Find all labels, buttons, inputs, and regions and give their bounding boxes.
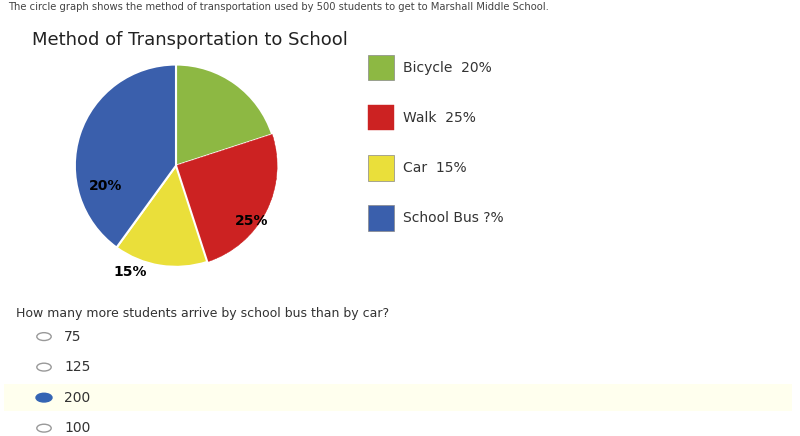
Wedge shape bbox=[117, 166, 207, 267]
Text: 15%: 15% bbox=[114, 265, 147, 279]
Wedge shape bbox=[176, 134, 277, 262]
Text: How many more students arrive by school bus than by car?: How many more students arrive by school … bbox=[16, 307, 389, 320]
Text: Walk  25%: Walk 25% bbox=[403, 111, 476, 125]
Text: 200: 200 bbox=[64, 391, 90, 405]
Text: School Bus ?%: School Bus ?% bbox=[403, 211, 504, 225]
Text: Car  15%: Car 15% bbox=[403, 161, 467, 175]
Text: Bicycle  20%: Bicycle 20% bbox=[403, 61, 492, 75]
Text: 100: 100 bbox=[64, 421, 90, 435]
Text: The circle graph shows the method of transportation used by 500 students to get : The circle graph shows the method of tra… bbox=[8, 2, 549, 12]
Text: 20%: 20% bbox=[89, 179, 122, 193]
Text: 25%: 25% bbox=[235, 215, 269, 228]
Text: 125: 125 bbox=[64, 360, 90, 374]
Wedge shape bbox=[75, 65, 176, 248]
Wedge shape bbox=[176, 65, 272, 166]
Text: 75: 75 bbox=[64, 330, 82, 344]
Text: Method of Transportation to School: Method of Transportation to School bbox=[32, 31, 348, 48]
